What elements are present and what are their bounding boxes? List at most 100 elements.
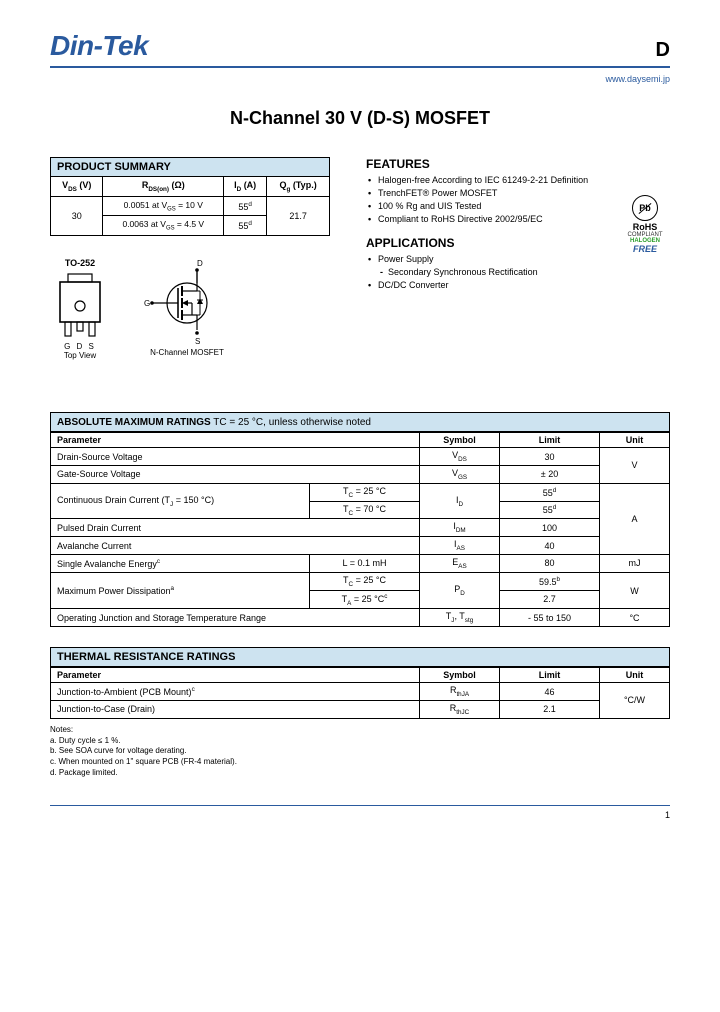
mosfet-symbol: D [142, 258, 232, 357]
svg-text:S: S [195, 337, 200, 346]
pb-free-icon: Pb [632, 195, 658, 221]
thermal-title: THERMAL RESISTANCE RATINGS [50, 647, 670, 667]
col-limit: Limit [500, 668, 600, 683]
t-cell: Maximum Power Dissipationa [51, 572, 310, 609]
t-cell: Continuous Drain Current (TJ = 150 °C) [51, 483, 310, 519]
rohs-label: RoHS [620, 222, 670, 232]
col-symbol: Symbol [420, 668, 500, 683]
mosfet-label: N-Channel MOSFET [142, 348, 232, 357]
svg-text:D: D [197, 259, 203, 268]
t-cell: Pulsed Drain Current [51, 519, 420, 537]
col-right: FEATURES Halogen-free According to IEC 6… [366, 157, 670, 360]
abs-max-title: ABSOLUTE MAXIMUM RATINGS TC = 25 °C, unl… [50, 412, 670, 432]
t-cell: 46 [500, 683, 600, 701]
t-cell: V [600, 448, 670, 484]
app-item-sub: Secondary Synchronous Rectification [366, 266, 670, 279]
col-unit: Unit [600, 433, 670, 448]
thermal-table: Parameter Symbol Limit Unit Junction-to-… [50, 667, 670, 719]
package-row: TO-252 G D S Top View D [50, 258, 330, 360]
ps-rds2: 0.0063 at VGS = 4.5 V [103, 216, 224, 236]
t-cell: TC = 25 °C [310, 483, 420, 501]
brand-logo: Din-Tek [50, 30, 148, 62]
mosfet-icon: D [142, 258, 232, 348]
to252-icon [50, 272, 110, 342]
t-cell: TC = 70 °C [310, 501, 420, 519]
t-cell: IDM [420, 519, 500, 537]
t-cell: EAS [420, 554, 500, 572]
features-title: FEATURES [366, 157, 670, 171]
header-right: D [656, 39, 670, 62]
t-cell: TA = 25 °Cc [310, 590, 420, 609]
t-cell: 40 [500, 537, 600, 555]
ps-col-id: ID (A) [224, 177, 267, 197]
ps-col-qg: Qg (Typ.) [267, 177, 330, 197]
ps-vds: 30 [51, 196, 103, 235]
t-cell: RthJA [420, 683, 500, 701]
ps-col-vds: VDS (V) [51, 177, 103, 197]
col-param: Parameter [51, 433, 420, 448]
compliance-badges: Pb RoHS COMPLIANT HALOGEN FREE [620, 195, 670, 254]
ps-qg: 21.7 [267, 196, 330, 235]
t-cell: Single Avalanche Energyc [51, 554, 310, 572]
t-cell: Avalanche Current [51, 537, 420, 555]
app-item: DC/DC Converter [366, 279, 670, 292]
note-item: b. See SOA curve for voltage derating. [50, 746, 670, 757]
col-param: Parameter [51, 668, 420, 683]
abs-max-table: Parameter Symbol Limit Unit Drain-Source… [50, 432, 670, 627]
feature-item: Halogen-free According to IEC 61249-2-21… [366, 174, 670, 187]
t-cell: TC = 25 °C [310, 572, 420, 590]
t-cell: °C/W [600, 683, 670, 719]
t-cell: ± 20 [500, 465, 600, 483]
t-cell: VGS [420, 465, 500, 483]
t-cell: 80 [500, 554, 600, 572]
package-diagram: TO-252 G D S Top View [50, 258, 110, 360]
product-summary-title: PRODUCT SUMMARY [50, 157, 330, 176]
page-header: Din-Tek D [50, 30, 670, 68]
note-item: d. Package limited. [50, 768, 670, 779]
package-pins: G D S [50, 342, 110, 351]
product-summary-table: VDS (V) RDS(on) (Ω) ID (A) Qg (Typ.) 30 … [50, 176, 330, 236]
col-left: PRODUCT SUMMARY VDS (V) RDS(on) (Ω) ID (… [50, 157, 330, 360]
t-cell: 30 [500, 448, 600, 466]
t-cell: IAS [420, 537, 500, 555]
app-item: Power Supply [366, 253, 670, 266]
free-label: FREE [620, 244, 670, 254]
svg-text:G: G [144, 299, 150, 308]
t-cell: 2.7 [500, 590, 600, 609]
t-cell: Junction-to-Ambient (PCB Mount)c [51, 683, 420, 701]
website-url: www.daysemi.jp [50, 74, 670, 84]
col-symbol: Symbol [420, 433, 500, 448]
package-view: Top View [50, 351, 110, 360]
package-name: TO-252 [50, 258, 110, 268]
t-cell: °C [600, 609, 670, 627]
t-cell: - 55 to 150 [500, 609, 600, 627]
t-cell: mJ [600, 554, 670, 572]
col-limit: Limit [500, 433, 600, 448]
t-cell: TJ, Tstg [420, 609, 500, 627]
t-cell: ID [420, 483, 500, 519]
top-section: PRODUCT SUMMARY VDS (V) RDS(on) (Ω) ID (… [50, 157, 670, 360]
page-title: N-Channel 30 V (D-S) MOSFET [50, 108, 670, 129]
t-cell: 59.5b [500, 572, 600, 590]
t-cell: Drain-Source Voltage [51, 448, 420, 466]
notes-block: Notes: a. Duty cycle ≤ 1 %. b. See SOA c… [50, 725, 670, 779]
note-item: c. When mounted on 1" square PCB (FR-4 m… [50, 757, 670, 768]
ps-rds1: 0.0051 at VGS = 10 V [103, 196, 224, 216]
t-cell: A [600, 483, 670, 554]
part-prefix: D [656, 39, 670, 62]
t-cell: Operating Junction and Storage Temperatu… [51, 609, 420, 627]
t-cell: Gate-Source Voltage [51, 465, 420, 483]
t-cell: 100 [500, 519, 600, 537]
ps-id2: 55d [224, 216, 267, 236]
applications-list: Power Supply Secondary Synchronous Recti… [366, 253, 670, 292]
t-cell: W [600, 572, 670, 609]
t-cell: 55d [500, 501, 600, 519]
col-unit: Unit [600, 668, 670, 683]
t-cell: 2.1 [500, 700, 600, 718]
footer-rule [50, 805, 670, 806]
page-number: 1 [50, 810, 670, 820]
note-item: a. Duty cycle ≤ 1 %. [50, 736, 670, 747]
ps-col-rds: RDS(on) (Ω) [103, 177, 224, 197]
t-cell: VDS [420, 448, 500, 466]
ps-id1: 55d [224, 196, 267, 216]
